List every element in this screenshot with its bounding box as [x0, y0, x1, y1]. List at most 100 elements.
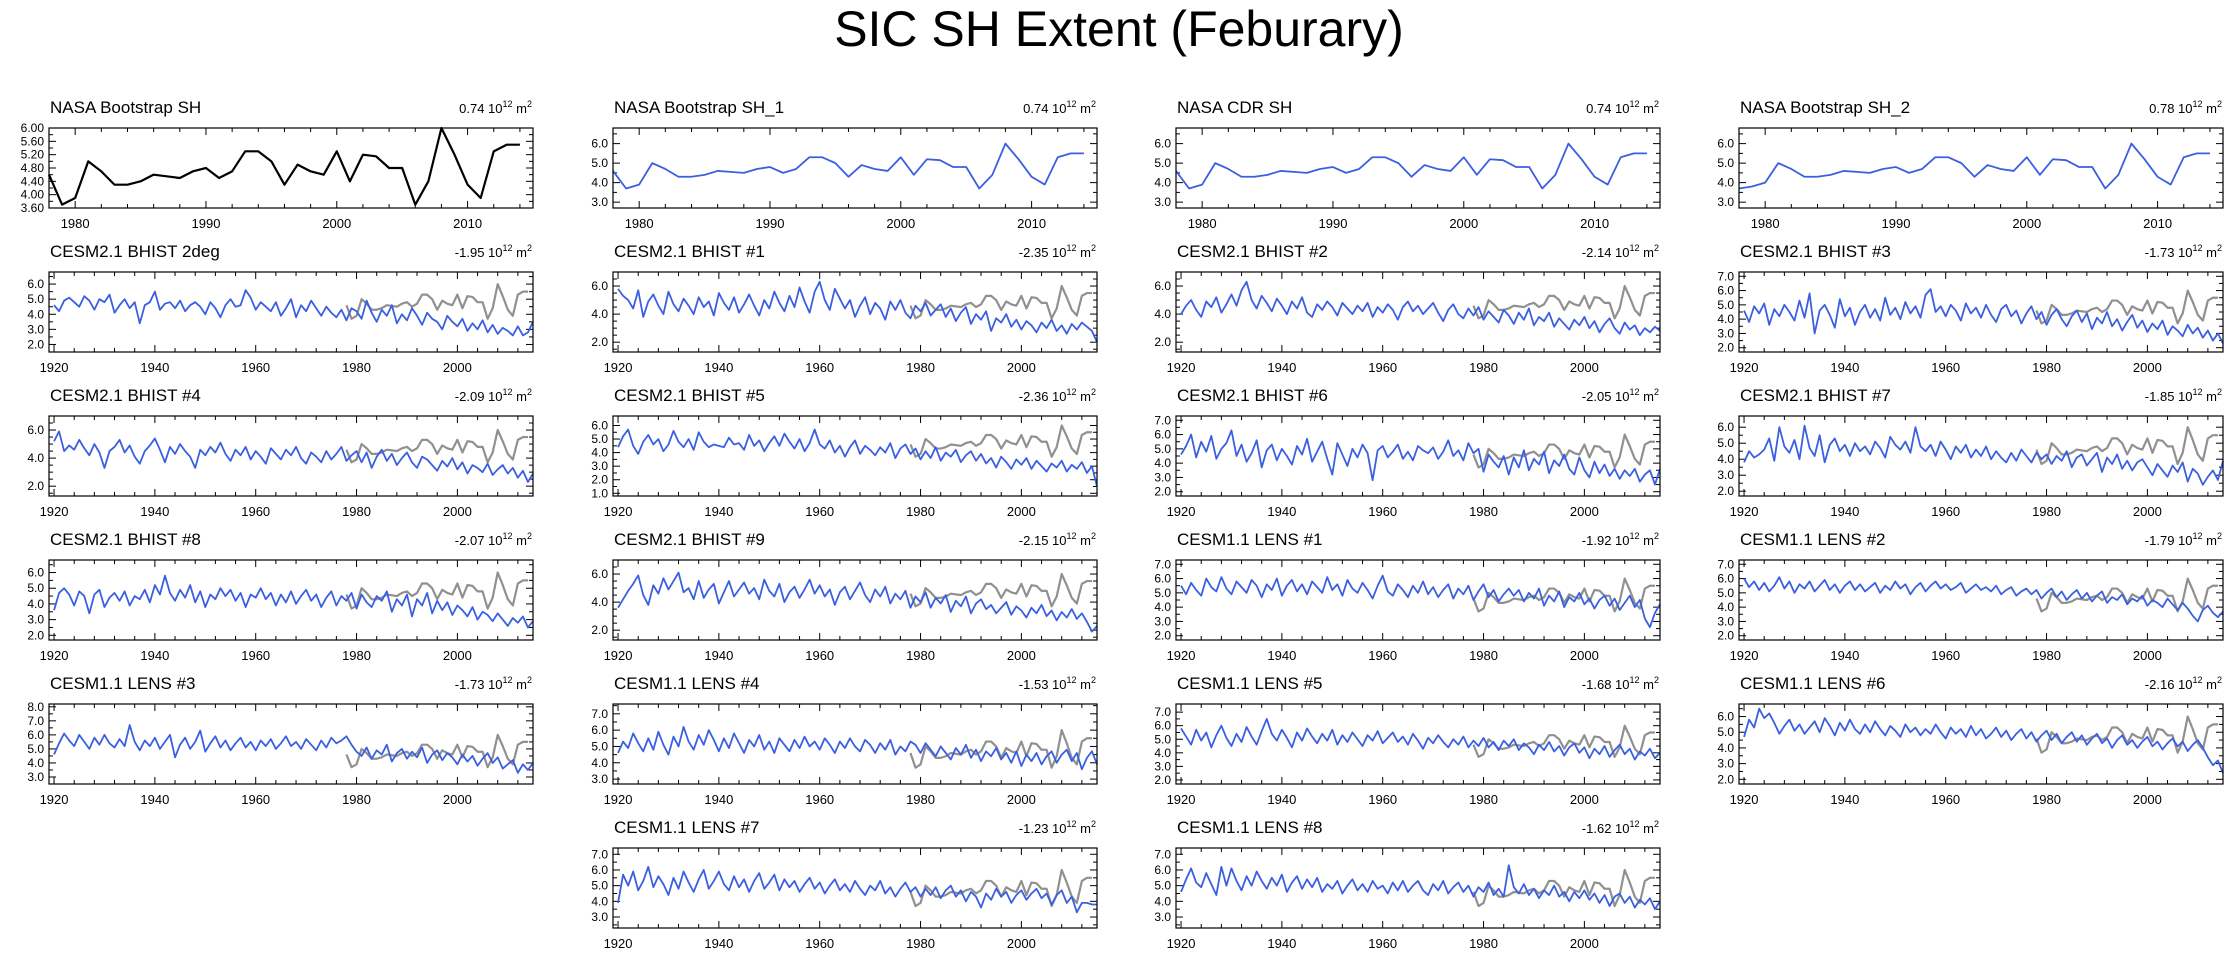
panel-title: CESM1.1 LENS #7: [614, 818, 760, 837]
panel-title: CESM1.1 LENS #4: [614, 674, 760, 693]
panel-5: CESM2.1 BHIST 2deg -1.95 1012 m2 1920 1940 1…: [27, 242, 534, 375]
panel-trend-value: 0.74 1012 m2: [1023, 99, 1096, 116]
y-tick-label: 4.0: [1154, 746, 1171, 760]
observed-series-line: [1472, 577, 1655, 613]
plot-frame: [48, 271, 534, 353]
x-tick-label: 2000: [1007, 360, 1036, 375]
plot-frame: [1738, 415, 2224, 497]
trend-unit-square: 2: [1091, 387, 1096, 397]
x-tick-label: 2000: [1570, 936, 1599, 951]
panel-14: CESM2.1 BHIST #9 -2.15 1012 m2 1920 1940 196…: [591, 530, 1098, 663]
y-tick-label: 2.0: [591, 335, 608, 349]
trend-unit-tail: m: [2203, 101, 2217, 116]
x-tick-label: 1940: [1267, 360, 1296, 375]
y-tick-label: 4.0: [27, 597, 44, 611]
x-tick-label: 2010: [1580, 216, 1609, 231]
observed-series-line: [2035, 426, 2218, 466]
trend-unit-tail: m: [513, 245, 527, 260]
y-tick-label: 7.0: [1154, 847, 1171, 861]
y-tick-label: 4.0: [1154, 307, 1171, 321]
x-tick-label: 1920: [40, 648, 69, 663]
plot-frame: [612, 271, 1098, 353]
x-tick-label: 1920: [1730, 792, 1759, 807]
x-tick-label: 1980: [61, 216, 90, 231]
trend-number: -1.85: [2145, 389, 2178, 404]
x-tick-label: 1980: [1469, 504, 1498, 519]
y-tick-label: 2.0: [1154, 773, 1171, 787]
trend-number: -1.68: [1582, 677, 1615, 692]
trend-number: -1.23: [1019, 821, 1052, 836]
observed-series-line: [2035, 289, 2218, 325]
x-tick-label: 1920: [604, 792, 633, 807]
x-tick-label: 1980: [906, 792, 935, 807]
panel-trend-value: -2.05 1012 m2: [1582, 387, 1659, 404]
trend-unit-square: 2: [527, 675, 532, 685]
y-tick-label: 4.0: [591, 446, 608, 460]
x-tick-label: 1920: [40, 792, 69, 807]
panel-trend-value: -2.35 1012 m2: [1019, 243, 1096, 260]
plot-frame: [612, 559, 1098, 641]
y-tick-label: 4.0: [27, 307, 44, 321]
panel-title: CESM2.1 BHIST #4: [50, 386, 201, 405]
x-tick-label: 1940: [1830, 360, 1859, 375]
panel-title: CESM2.1 BHIST #2: [1177, 242, 1328, 261]
y-tick-label: 3.0: [1717, 614, 1734, 628]
trend-unit-exponent: 12: [1067, 387, 1077, 397]
y-tick-label: 2.0: [1717, 772, 1734, 786]
trend-unit-base: 10: [2178, 533, 2192, 548]
model-series-line: [53, 574, 534, 629]
trend-unit-tail: m: [2203, 533, 2217, 548]
x-tick-label: 2000: [443, 648, 472, 663]
trend-unit-exponent: 12: [1630, 531, 1640, 541]
panel-19: CESM1.1 LENS #5 -1.68 1012 m2 1920 1940 1960…: [1154, 674, 1661, 807]
panel-16: CESM1.1 LENS #2 -1.79 1012 m2 1920 1940 1960…: [1717, 530, 2224, 663]
y-tick-label: 3.60: [21, 201, 45, 215]
panel-title: NASA Bootstrap SH_2: [1740, 98, 1910, 117]
y-tick-label: 5.0: [591, 156, 608, 170]
trend-unit-exponent: 12: [1630, 675, 1640, 685]
panel-trend-value: 0.74 1012 m2: [1586, 99, 1659, 116]
model-series-line: [617, 280, 1098, 343]
y-tick-label: 6.0: [591, 137, 608, 151]
model-series-line: [1743, 576, 2224, 623]
trend-unit-square: 2: [1654, 387, 1659, 397]
panel-1: NASA Bootstrap SH 0.74 1012 m2 1980 1990 200…: [21, 98, 534, 231]
model-series-line: [612, 142, 1084, 190]
trend-number: 0.78: [2149, 101, 2178, 116]
x-tick-label: 2000: [2133, 792, 2162, 807]
y-tick-label: 5.0: [1154, 442, 1171, 456]
trend-unit-base: 10: [1615, 101, 1629, 116]
y-tick-label: 3.0: [1154, 614, 1171, 628]
x-tick-label: 1980: [906, 360, 935, 375]
x-tick-label: 1980: [2032, 792, 2061, 807]
model-series-line: [617, 725, 1098, 771]
x-tick-label: 1920: [1167, 360, 1196, 375]
trend-unit-exponent: 12: [1630, 819, 1640, 829]
x-tick-label: 2000: [2133, 360, 2162, 375]
trend-unit-base: 10: [1615, 533, 1629, 548]
y-tick-label: 4.0: [591, 176, 608, 190]
x-tick-label: 1940: [1830, 792, 1859, 807]
x-tick-label: 2000: [1007, 648, 1036, 663]
x-tick-label: 1940: [704, 936, 733, 951]
x-tick-label: 1960: [241, 648, 270, 663]
y-tick-label: 6.0: [1154, 137, 1171, 151]
y-tick-label: 2.0: [27, 628, 44, 642]
y-tick-label: 7.0: [1154, 557, 1171, 571]
x-tick-label: 1940: [140, 648, 169, 663]
panel-trend-value: -2.09 1012 m2: [455, 387, 532, 404]
x-tick-label: 2010: [2143, 216, 2172, 231]
plot-frame: [1175, 127, 1661, 209]
y-tick-label: 2.0: [1717, 629, 1734, 643]
trend-unit-tail: m: [513, 677, 527, 692]
trend-unit-tail: m: [1640, 101, 1654, 116]
trend-unit-tail: m: [513, 389, 527, 404]
x-tick-label: 2000: [886, 216, 915, 231]
panel-6: CESM2.1 BHIST #1 -2.35 1012 m2 1920 1940 196…: [591, 242, 1098, 375]
y-tick-label: 3.0: [591, 195, 608, 209]
y-tick-label: 4.0: [1717, 741, 1734, 755]
trend-unit-tail: m: [1640, 821, 1654, 836]
x-tick-label: 1980: [1469, 936, 1498, 951]
trend-unit-base: 10: [1052, 245, 1066, 260]
trend-unit-square: 2: [527, 387, 532, 397]
